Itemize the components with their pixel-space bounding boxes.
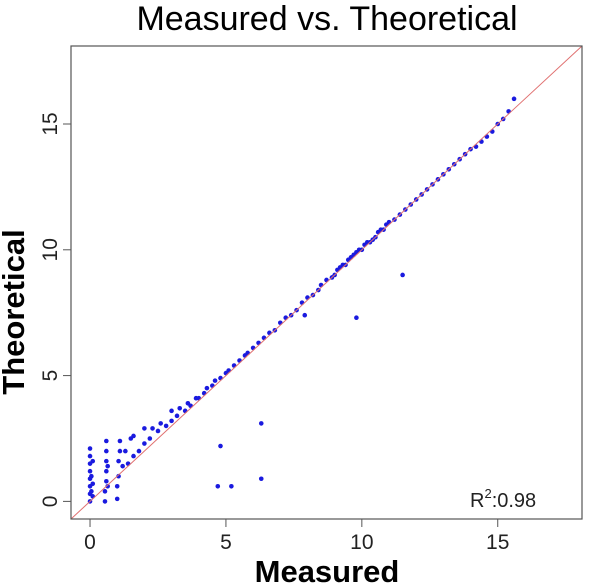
data-point — [302, 312, 308, 318]
data-point — [117, 448, 123, 454]
data-point — [117, 438, 123, 444]
data-point — [354, 315, 359, 321]
data-point — [90, 481, 96, 487]
x-tick-label: 10 — [350, 531, 373, 554]
data-point — [131, 453, 136, 459]
y-axis-label: Theoretical — [0, 229, 31, 394]
y-tick-label: 15 — [39, 112, 62, 135]
data-point — [158, 421, 163, 426]
data-point — [163, 423, 169, 429]
y-tick-label: 5 — [39, 370, 62, 382]
x-tick-label: 0 — [84, 531, 96, 554]
data-point — [102, 489, 108, 494]
data-point — [229, 483, 234, 489]
data-point — [104, 468, 109, 474]
data-point — [87, 453, 93, 459]
data-point — [131, 433, 136, 439]
data-point — [105, 483, 110, 489]
data-point — [105, 463, 110, 469]
y-tick-label: 10 — [39, 238, 62, 261]
data-point — [104, 458, 109, 464]
data-point — [142, 441, 147, 446]
plot-frame — [70, 45, 583, 520]
data-point — [258, 476, 264, 482]
data-point — [204, 385, 210, 391]
data-point — [169, 418, 174, 424]
data-point — [511, 96, 517, 102]
data-point — [104, 438, 109, 444]
data-point — [116, 473, 121, 479]
data-point — [102, 499, 108, 504]
data-point — [177, 405, 183, 411]
x-tick-label: 15 — [486, 531, 509, 554]
data-point — [215, 483, 221, 489]
data-point — [218, 443, 223, 449]
r-squared-superscript: 2 — [484, 486, 491, 501]
chart-title: Measured vs. Theoretical — [136, 0, 517, 38]
y-tick-label: 0 — [39, 496, 62, 508]
x-axis-label: Measured — [255, 554, 400, 584]
x-axis-ticks: 0 5 10 15 — [84, 519, 509, 554]
identity-line — [70, 45, 583, 520]
r-squared-prefix: R — [470, 490, 484, 512]
data-point — [258, 421, 264, 426]
data-point — [104, 478, 109, 484]
data-point — [136, 448, 142, 454]
data-point — [212, 378, 218, 383]
data-point — [120, 463, 125, 469]
r-squared-annotation: R2:0.98 — [470, 486, 536, 512]
r-squared-value: :0.98 — [492, 490, 536, 512]
data-point — [89, 489, 94, 494]
x-tick-label: 5 — [220, 531, 232, 554]
data-point — [104, 448, 109, 454]
data-point — [114, 483, 120, 489]
data-point — [87, 446, 93, 451]
data-point — [87, 468, 93, 474]
data-point — [89, 473, 94, 479]
data-point — [169, 408, 174, 414]
data-point — [90, 458, 96, 464]
data-point — [155, 428, 161, 434]
data-point — [114, 496, 120, 502]
data-point — [150, 426, 155, 431]
y-axis-ticks: 0 5 10 15 — [39, 112, 71, 507]
data-point — [147, 436, 153, 441]
points-layer — [87, 96, 517, 504]
data-point — [123, 448, 128, 454]
data-point — [142, 426, 147, 431]
data-point — [116, 458, 121, 464]
data-point — [400, 272, 405, 278]
data-point — [174, 413, 180, 419]
